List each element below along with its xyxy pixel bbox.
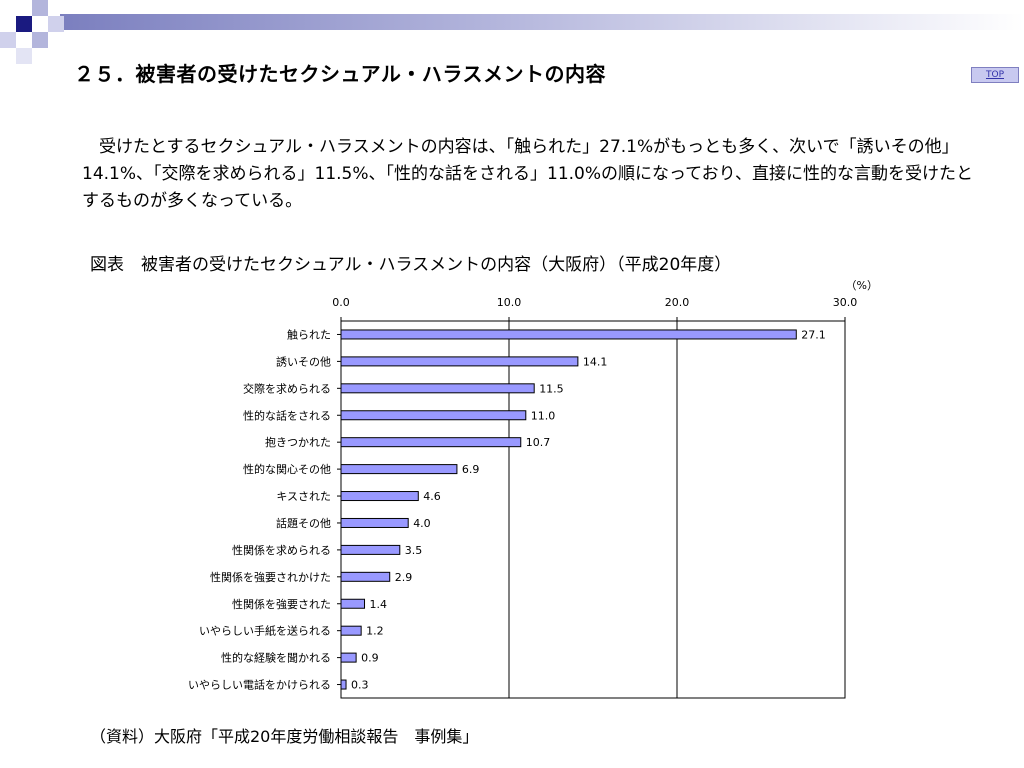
value-label: 6.9 xyxy=(462,463,480,476)
value-label: 11.5 xyxy=(539,382,564,395)
value-label: 27.1 xyxy=(801,328,826,341)
logo-square-dark-1 xyxy=(16,16,32,32)
unit-label: （%） xyxy=(846,279,878,292)
category-label: 性関係を強要された xyxy=(232,597,331,611)
top-link-button[interactable]: TOP xyxy=(971,67,1019,83)
category-label: いやらしい電話をかけられる xyxy=(188,678,331,692)
value-label: 3.5 xyxy=(405,544,423,557)
value-label: 2.9 xyxy=(395,571,413,584)
label-layer: 0.0 10.0 20.0 30.0 （%） 触られた 27.1 誘いその他 14.1 交際を求め… xyxy=(188,279,878,692)
bar-layer xyxy=(340,329,797,690)
value-label: 14.1 xyxy=(583,355,608,368)
tick-label: 30.0 xyxy=(833,296,858,309)
bar xyxy=(340,437,522,448)
bar xyxy=(340,652,357,663)
bar xyxy=(340,356,579,367)
plot-frame xyxy=(340,320,846,699)
tick-label: 0.0 xyxy=(332,296,350,309)
category-label: 誘いその他 xyxy=(276,355,331,368)
logo-square-light-5 xyxy=(16,48,32,64)
category-label: 話題その他 xyxy=(276,516,331,530)
category-label: 性関係を強要されかけた xyxy=(210,570,331,584)
bar xyxy=(340,410,527,421)
bar xyxy=(340,517,409,528)
category-label: いやらしい手紙を送られる xyxy=(199,624,331,638)
bar xyxy=(340,464,458,475)
bar xyxy=(340,598,366,609)
grid-layer xyxy=(337,317,846,699)
header-band xyxy=(60,14,1024,30)
logo-square-light-1 xyxy=(32,0,48,16)
category-label: 性的な関心その他 xyxy=(243,462,331,476)
bar xyxy=(340,383,535,394)
summary-text: 受けたとするセクシュアル・ハラスメントの内容は、「触られた」27.1%がもっとも… xyxy=(82,137,973,211)
value-label: 4.6 xyxy=(423,490,441,503)
value-label: 11.0 xyxy=(531,409,556,422)
logo-square-light-4 xyxy=(32,32,48,48)
category-label: 触られた xyxy=(287,327,331,341)
value-label: 0.9 xyxy=(361,652,379,665)
category-label: 性的な経験を聞かれる xyxy=(221,651,331,665)
bar xyxy=(340,491,419,502)
bar xyxy=(340,329,797,340)
category-label: 性関係を求められる xyxy=(232,543,331,557)
page-title: ２５．被害者の受けたセクシュアル・ハラスメントの内容 xyxy=(74,62,606,86)
logo-square-light-3 xyxy=(0,32,16,48)
logo-square-light-2 xyxy=(48,16,64,32)
bar xyxy=(340,571,391,582)
value-label: 4.0 xyxy=(413,517,431,530)
category-label: キスされた xyxy=(276,490,331,503)
bar xyxy=(340,625,362,636)
category-label: 交際を求められる xyxy=(243,381,331,395)
tick-label: 20.0 xyxy=(665,296,690,309)
value-label: 1.2 xyxy=(366,625,384,638)
value-label: 1.4 xyxy=(370,598,388,611)
category-label: 抱きつかれた xyxy=(265,435,331,449)
bar xyxy=(340,679,347,690)
source-note: （資料）大阪府「平成20年度労働相談報告 事例集」 xyxy=(90,727,479,746)
value-label: 0.3 xyxy=(351,679,369,692)
tick-label: 10.0 xyxy=(497,296,522,309)
bar xyxy=(340,544,401,555)
value-label: 10.7 xyxy=(526,436,551,449)
chart-title: 図表 被害者の受けたセクシュアル・ハラスメントの内容（大阪府）（平成20年度） xyxy=(90,255,732,275)
category-label: 性的な話をされる xyxy=(243,408,331,422)
